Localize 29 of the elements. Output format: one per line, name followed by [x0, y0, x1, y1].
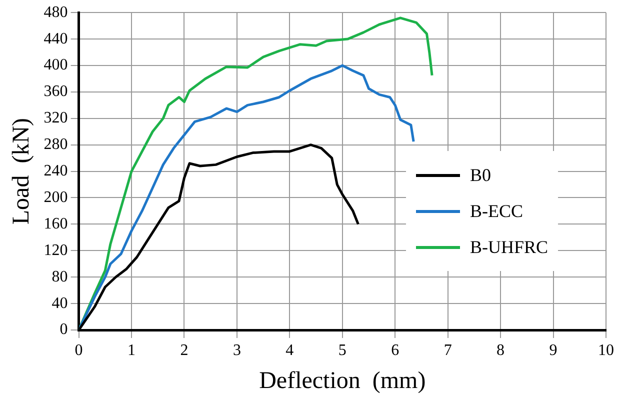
- y-tick-label: 360: [44, 83, 68, 100]
- y-tick-label: 120: [44, 242, 68, 259]
- legend-label: B-ECC: [470, 200, 524, 222]
- y-tick-label: 200: [44, 188, 68, 206]
- x-tick-label: 7: [444, 342, 452, 359]
- y-tick-label: 400: [44, 56, 68, 74]
- y-tick-label: 40: [52, 294, 68, 312]
- x-tick-label: 10: [598, 342, 614, 359]
- x-axis-title: Deflection (mm): [259, 368, 426, 394]
- x-tick-label: 0: [74, 342, 83, 359]
- y-tick-label: 80: [52, 268, 68, 286]
- y-tick-label: 240: [44, 162, 68, 180]
- y-tick-label: 160: [44, 215, 68, 232]
- legend-label: B-UHFRC: [470, 236, 548, 258]
- x-tick-label: 6: [391, 342, 400, 359]
- y-tick-label: 0: [60, 321, 68, 338]
- y-tick-label: 480: [44, 4, 68, 21]
- x-tick-label: 8: [496, 342, 505, 359]
- x-tick-label: 2: [180, 342, 188, 359]
- x-tick-label: 9: [549, 342, 558, 359]
- x-tick-label: 4: [286, 342, 294, 359]
- legend-label: B0: [470, 164, 492, 186]
- y-tick-label: 440: [44, 30, 68, 48]
- y-tick-label: 280: [44, 136, 68, 154]
- x-tick-label: 1: [128, 342, 136, 359]
- y-axis-title: Load (kN): [8, 118, 35, 225]
- y-tick-label: 320: [44, 110, 68, 127]
- x-tick-label: 3: [232, 342, 241, 359]
- x-tick-label: 5: [338, 342, 346, 359]
